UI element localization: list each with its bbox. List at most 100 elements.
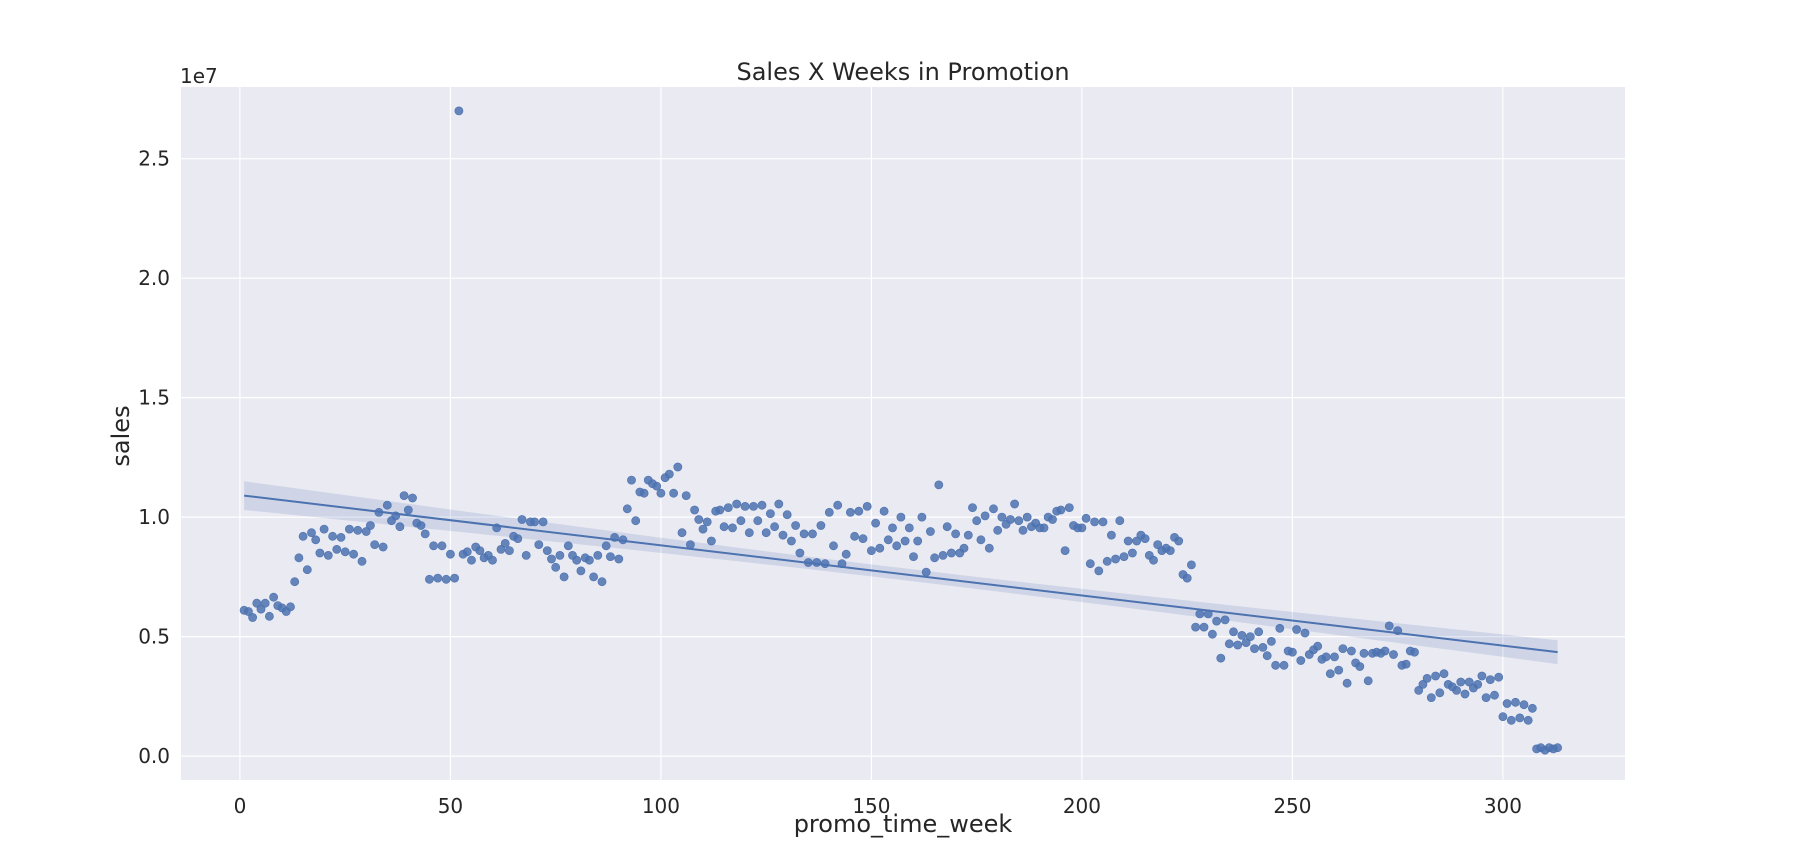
- data-point: [1064, 503, 1074, 512]
- data-point: [1153, 540, 1163, 549]
- data-point: [403, 505, 413, 515]
- y-tick-label: 2.5: [138, 147, 170, 171]
- data-point: [424, 574, 434, 584]
- data-point: [1502, 699, 1512, 708]
- data-point: [1140, 534, 1150, 543]
- data-point: [1022, 512, 1032, 522]
- data-point: [875, 543, 885, 553]
- data-point: [871, 518, 880, 528]
- data-point: [382, 500, 392, 510]
- data-point: [812, 558, 822, 567]
- data-point: [1325, 669, 1335, 679]
- data-point: [1506, 715, 1516, 725]
- data-point: [740, 501, 750, 511]
- data-point: [913, 536, 923, 546]
- data-point: [248, 613, 257, 622]
- data-point: [938, 551, 948, 560]
- data-point: [243, 607, 253, 616]
- data-point: [286, 602, 295, 612]
- data-point: [770, 522, 779, 532]
- data-point: [1481, 693, 1491, 702]
- data-point: [850, 531, 859, 541]
- data-point: [475, 546, 485, 555]
- data-point: [336, 533, 346, 542]
- data-point: [504, 546, 514, 555]
- data-point: [361, 527, 371, 536]
- data-point: [669, 488, 678, 498]
- data-point: [1338, 644, 1348, 653]
- data-point: [1414, 686, 1424, 695]
- data-point: [1490, 690, 1499, 700]
- data-point: [829, 541, 838, 551]
- data-point: [1123, 536, 1133, 546]
- data-point: [1216, 653, 1226, 663]
- data-point: [500, 539, 510, 548]
- data-point: [896, 512, 906, 522]
- data-point: [1347, 646, 1356, 656]
- data-point: [1330, 652, 1339, 662]
- data-point: [1098, 517, 1108, 527]
- data-point: [551, 562, 561, 572]
- x-tick-label: 300: [1484, 794, 1522, 818]
- data-point: [349, 549, 358, 559]
- data-point: [1018, 525, 1028, 535]
- data-point: [879, 506, 889, 516]
- data-point: [757, 500, 767, 510]
- data-point: [496, 545, 506, 554]
- data-point: [357, 556, 367, 566]
- data-point: [1477, 671, 1487, 681]
- data-point: [631, 516, 641, 526]
- data-point: [601, 541, 611, 551]
- data-point: [1523, 715, 1533, 725]
- data-point: [1435, 688, 1445, 698]
- data-point: [1519, 700, 1529, 710]
- data-point: [766, 509, 775, 518]
- data-point: [909, 552, 918, 561]
- data-point: [702, 517, 712, 527]
- data-point: [1384, 621, 1394, 631]
- data-point: [841, 549, 851, 559]
- data-point: [795, 548, 805, 558]
- data-point: [319, 524, 329, 534]
- data-point: [1553, 743, 1562, 753]
- data-point: [1115, 516, 1125, 526]
- data-point: [1359, 648, 1369, 658]
- data-point: [1090, 517, 1099, 527]
- data-point: [1452, 686, 1461, 695]
- data-point: [972, 516, 982, 526]
- data-point: [256, 604, 266, 614]
- data-point: [963, 530, 973, 540]
- data-point: [698, 524, 708, 534]
- data-point: [1119, 552, 1129, 561]
- data-point: [1220, 615, 1230, 625]
- data-point: [976, 535, 986, 545]
- data-point: [968, 503, 977, 512]
- data-point: [517, 515, 527, 524]
- data-point: [846, 508, 855, 517]
- data-point: [1187, 560, 1196, 570]
- data-point: [420, 529, 430, 539]
- data-point: [816, 521, 826, 530]
- data-point: [984, 543, 994, 553]
- data-point: [681, 491, 691, 500]
- data-point: [677, 528, 687, 538]
- data-point: [732, 499, 742, 509]
- data-point: [787, 536, 796, 546]
- data-point: [774, 499, 784, 509]
- data-point: [1107, 530, 1116, 540]
- data-point: [311, 535, 321, 545]
- data-point: [294, 553, 304, 563]
- data-point: [1389, 650, 1398, 659]
- data-point: [1010, 499, 1019, 509]
- regression-line-group: [244, 494, 1558, 654]
- data-point: [572, 555, 582, 565]
- data-point: [467, 555, 476, 565]
- data-point: [1132, 536, 1142, 546]
- data-point: [1363, 676, 1373, 686]
- data-point: [1191, 622, 1200, 632]
- data-point: [1422, 674, 1432, 683]
- data-point: [1511, 697, 1520, 707]
- data-point: [1321, 652, 1331, 662]
- data-point: [1085, 559, 1095, 569]
- data-point: [378, 542, 388, 552]
